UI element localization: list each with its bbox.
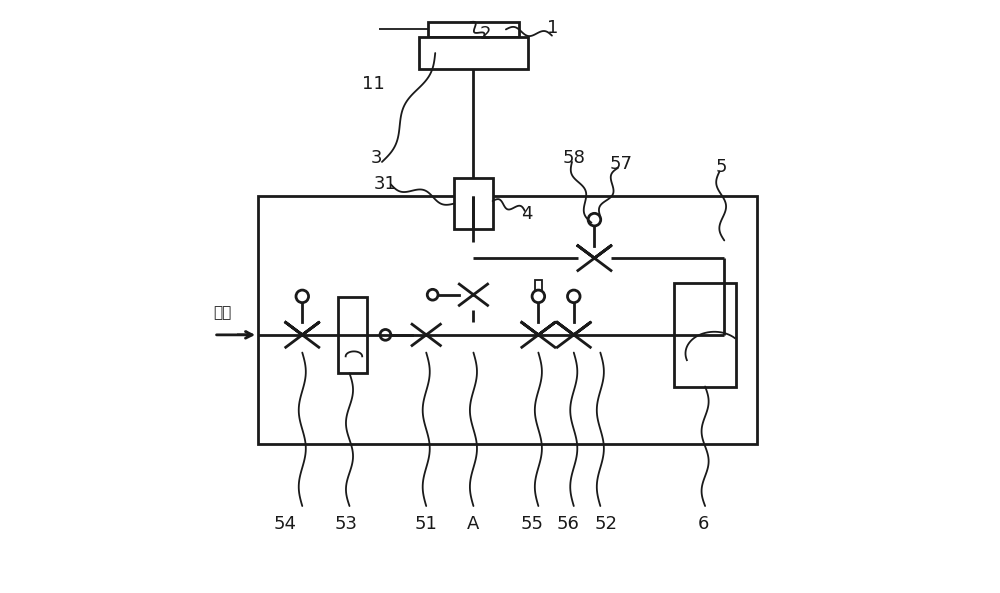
Bar	[535, 280, 542, 301]
Text: 1: 1	[547, 19, 559, 37]
Bar	[258, 196, 757, 444]
Text: 53: 53	[335, 515, 358, 533]
Circle shape	[427, 289, 438, 300]
Text: 11: 11	[362, 75, 384, 93]
Circle shape	[296, 290, 309, 302]
Bar	[428, 22, 519, 37]
Text: 31: 31	[373, 176, 396, 193]
Circle shape	[588, 213, 601, 226]
Text: 气源: 气源	[214, 305, 232, 320]
Text: 52: 52	[595, 515, 618, 533]
Text: 6: 6	[698, 515, 709, 533]
Text: 51: 51	[415, 515, 438, 533]
Text: 55: 55	[521, 515, 544, 533]
Text: 3: 3	[370, 149, 382, 167]
Text: 54: 54	[273, 515, 296, 533]
Circle shape	[532, 290, 545, 302]
Text: 56: 56	[556, 515, 579, 533]
Circle shape	[567, 290, 580, 302]
Circle shape	[380, 330, 391, 340]
Text: 58: 58	[562, 149, 585, 167]
Text: 5: 5	[716, 158, 727, 176]
Bar	[419, 37, 528, 69]
Bar	[674, 283, 736, 387]
Text: 4: 4	[521, 205, 532, 223]
Text: 2: 2	[479, 25, 491, 43]
Text: A: A	[467, 515, 480, 533]
Text: 57: 57	[609, 155, 632, 173]
Bar	[454, 178, 493, 229]
Bar	[338, 296, 367, 373]
Text: →: →	[236, 326, 251, 344]
